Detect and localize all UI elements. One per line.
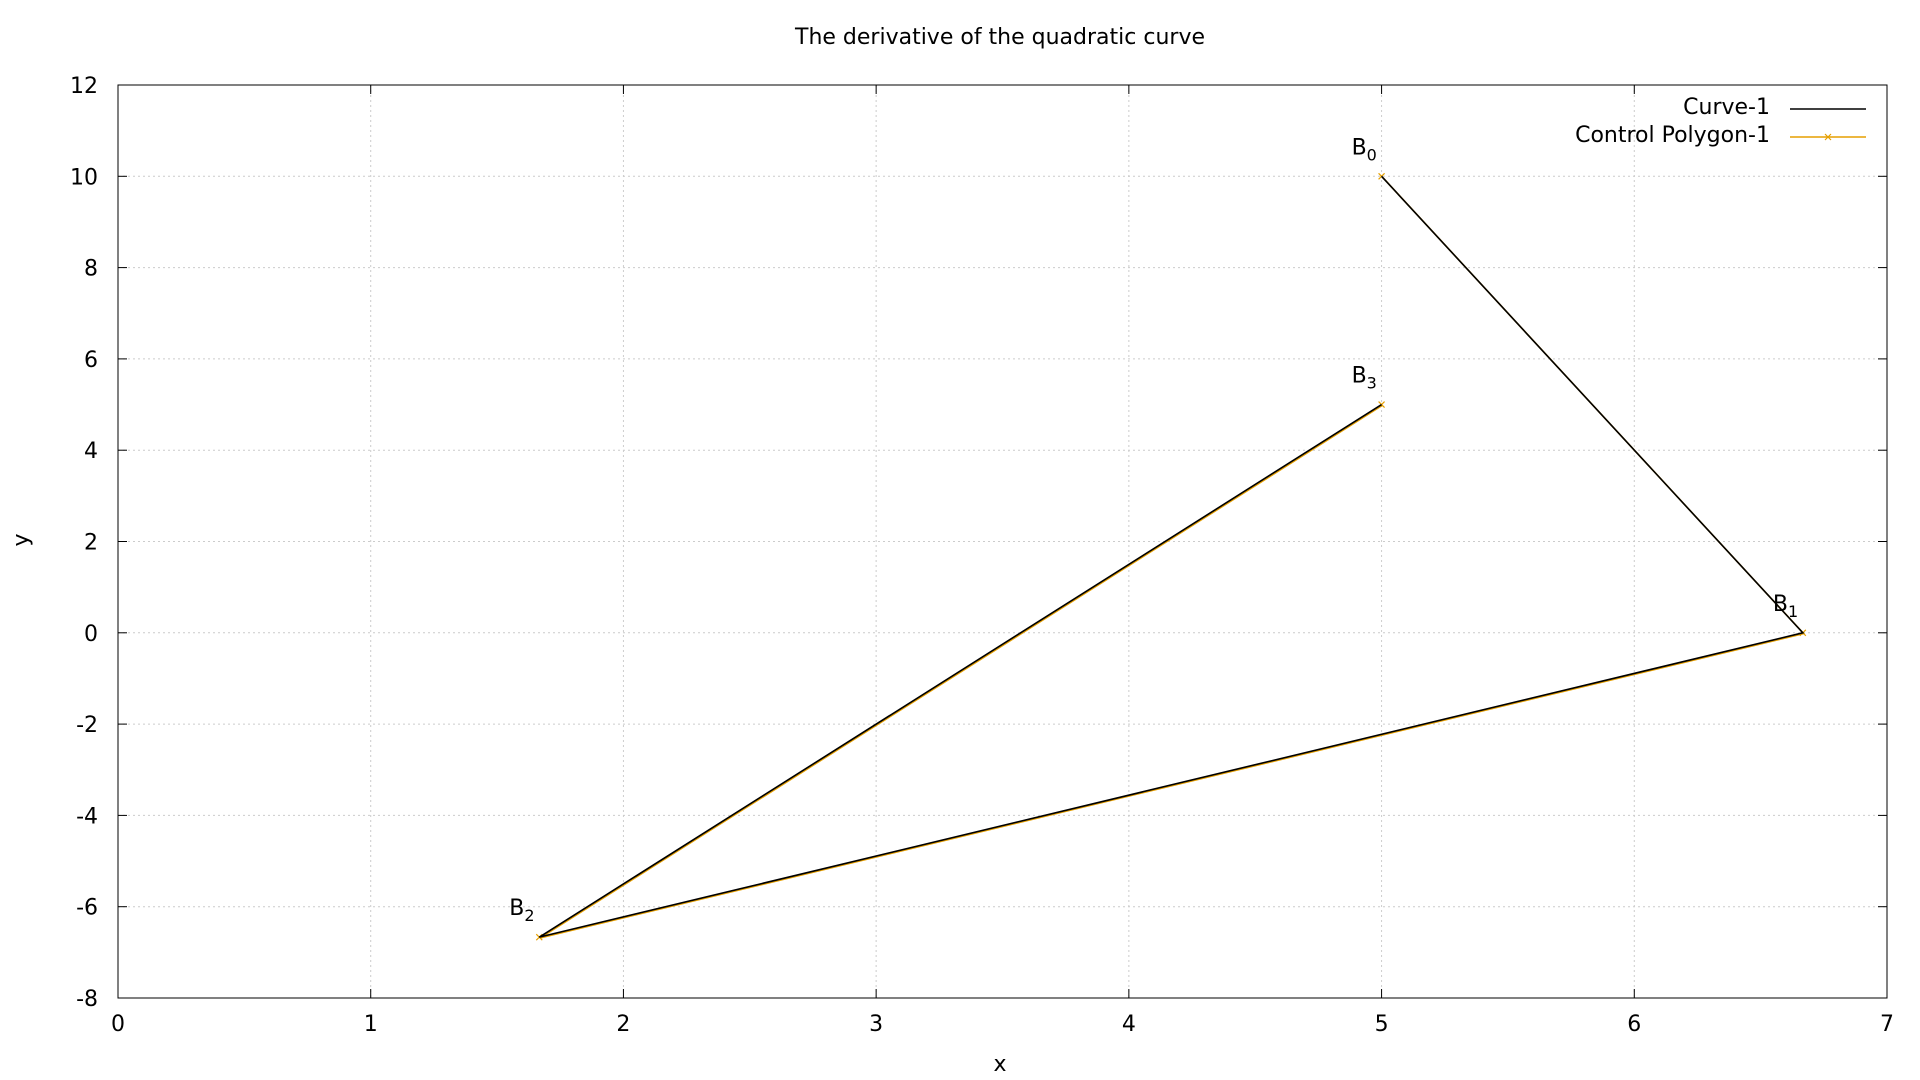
y-axis-label: y (9, 533, 34, 546)
x-tick-label: 5 (1375, 1012, 1389, 1037)
x-tick-label: 3 (869, 1012, 883, 1037)
legend-marker (1824, 133, 1832, 141)
y-tick-label: -8 (76, 987, 98, 1012)
y-tick-label: -4 (76, 804, 98, 829)
point-label: B0 (1352, 135, 1377, 164)
x-tick-label: 2 (616, 1012, 630, 1037)
point-label: B3 (1352, 364, 1377, 393)
chart-title: The derivative of the quadratic curve (794, 25, 1205, 50)
legend-label: Curve-1 (1683, 95, 1770, 120)
series-layer (535, 172, 1807, 941)
x-tick-label: 6 (1627, 1012, 1641, 1037)
point-label: B2 (509, 896, 534, 925)
point-annotations: B0 B1 B2 B3 (509, 135, 1798, 925)
y-tick-label: 12 (70, 74, 98, 99)
grid (118, 85, 1887, 998)
point-label: B1 (1773, 592, 1798, 621)
y-tick-label: 10 (70, 165, 98, 190)
series-line-curve-1 (538, 175, 1805, 938)
x-tick-label: 0 (111, 1012, 125, 1037)
x-tick-label: 1 (364, 1012, 378, 1037)
x-tick-label: 4 (1122, 1012, 1136, 1037)
legend: Curve-1 Control Polygon-1 (1575, 95, 1866, 148)
x-tick-label: 7 (1880, 1012, 1894, 1037)
y-tick-label: 6 (84, 348, 98, 373)
x-axis-label: x (993, 1052, 1006, 1077)
y-tick-label: 2 (84, 531, 98, 556)
y-tick-label: 4 (84, 439, 98, 464)
y-tick-label: 8 (84, 257, 98, 282)
y-tick-label: -6 (76, 896, 98, 921)
y-tick-label: -2 (76, 713, 98, 738)
y-tick-label: 0 (84, 622, 98, 647)
legend-label: Control Polygon-1 (1575, 123, 1770, 148)
